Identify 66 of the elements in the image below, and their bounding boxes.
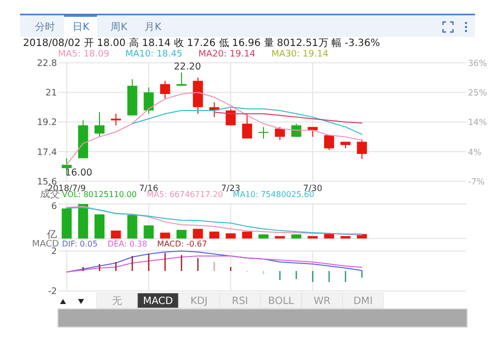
text: MA5: 18.09 — [58, 50, 110, 60]
line-series — [66, 256, 362, 272]
bar — [242, 232, 252, 238]
text: 14% — [468, 118, 487, 128]
candlestick — [94, 112, 104, 138]
text: 无 — [112, 296, 122, 307]
text: MA5: 66746717.20 — [146, 190, 223, 199]
bar — [62, 208, 72, 238]
text: 月K — [144, 22, 162, 33]
text: BOLL — [268, 296, 294, 307]
text: 分时 — [35, 21, 55, 33]
text: MA10: 75480025.60 — [232, 190, 314, 199]
bar — [192, 228, 203, 238]
text: DIF: 0.05 — [62, 240, 98, 248]
text: 亿 — [46, 230, 57, 240]
candlestick — [160, 80, 170, 100]
text: MACD — [143, 296, 174, 307]
bar — [291, 234, 302, 238]
candlestick — [110, 113, 121, 126]
y-tick-label: 22.8 — [36, 58, 58, 69]
series-label: VOL: 80125110.00 — [62, 190, 137, 199]
bar — [110, 230, 121, 238]
candlestick — [144, 86, 154, 114]
series-label: DEA: 0.38 — [108, 240, 148, 248]
candlestick — [274, 126, 285, 141]
bar — [226, 233, 236, 238]
text: 周K — [110, 22, 128, 33]
annotation: 16.00 — [65, 168, 92, 179]
bar — [160, 232, 170, 238]
bar — [176, 230, 186, 238]
series-label: MACD: -0.67 — [157, 240, 208, 248]
candlestick — [356, 138, 367, 160]
bar — [78, 204, 88, 238]
text: 6 — [51, 202, 58, 212]
text: MA10: 18.45 — [125, 50, 182, 60]
text: 36% — [468, 58, 487, 69]
line-series — [214, 112, 362, 124]
line-series — [132, 106, 362, 135]
text: MA30: 19.14 — [271, 50, 329, 60]
text: 4% — [468, 148, 482, 158]
annotation: 22.20 — [174, 62, 202, 73]
bar — [258, 234, 268, 238]
bar — [144, 225, 154, 238]
text: KDJ — [190, 296, 208, 307]
candlestick — [258, 126, 268, 139]
text: 25% — [468, 88, 487, 99]
text: MA20: 19.14 — [198, 50, 256, 60]
chart-title: 2018/08/02 开 18.00 高 18.14 收 17.26 低 16.96 量 8012.51万 幅 -3.36% — [23, 37, 380, 49]
bar — [127, 215, 138, 238]
text: RSI — [232, 296, 248, 307]
bar — [209, 232, 220, 238]
candlestick — [291, 123, 302, 138]
candlestick — [242, 113, 252, 139]
candlestick — [324, 134, 334, 151]
y-tick-label: 2 — [51, 247, 57, 258]
y-tick-label: 21 — [46, 88, 57, 99]
text: -7% — [468, 178, 485, 188]
text: DMI — [353, 296, 373, 307]
candlestick — [176, 72, 186, 86]
text: WR — [314, 296, 330, 307]
bar — [94, 214, 104, 238]
y-tick-label: 17.4 — [36, 148, 58, 158]
y-tick-label: 19.2 — [36, 118, 57, 128]
text: 日K — [72, 22, 90, 33]
y-tick-label: -2 — [48, 287, 57, 298]
candlestick — [226, 108, 236, 126]
